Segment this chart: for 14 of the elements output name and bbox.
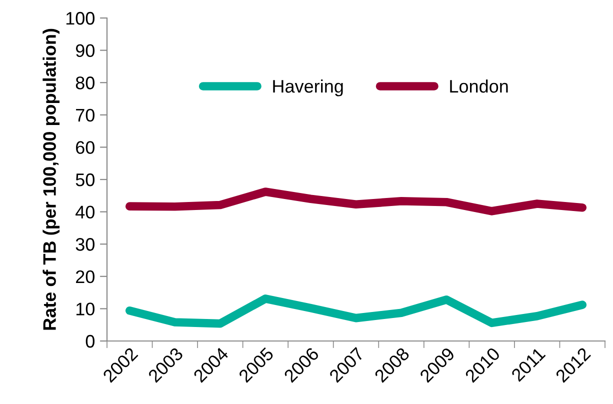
- y-tick-label: 20: [76, 270, 94, 284]
- legend-label: London: [450, 79, 508, 93]
- legend-label: Havering: [273, 79, 343, 96]
- y-tick-label: 10: [76, 302, 94, 316]
- y-axis-title: Rate of TB (per 100,000 population): [42, 28, 60, 330]
- y-tick-label: 70: [76, 108, 94, 122]
- y-tick-label: 80: [76, 76, 94, 90]
- y-tick-label: 50: [76, 173, 94, 186]
- y-tick-label: 60: [76, 141, 94, 154]
- y-tick-label: 100: [66, 12, 94, 25]
- y-tick-label: 40: [76, 206, 94, 219]
- y-tick-label: 0: [86, 334, 94, 348]
- y-tick-label: 90: [76, 44, 94, 58]
- y-tick-label: 30: [76, 238, 94, 251]
